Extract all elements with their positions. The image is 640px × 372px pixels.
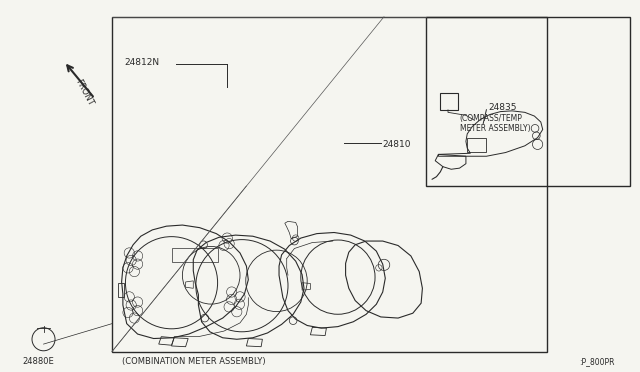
Text: 24835: 24835 [488, 103, 517, 112]
Bar [112, 17, 547, 352]
Text: 24880E: 24880E [22, 357, 54, 366]
Text: (COMPASS/TEMP: (COMPASS/TEMP [460, 114, 522, 123]
Text: (COMBINATION METER ASSEMBLY): (COMBINATION METER ASSEMBLY) [122, 357, 265, 366]
Text: :P_800PR: :P_800PR [579, 357, 614, 366]
Text: 24812N: 24812N [125, 58, 160, 67]
Bar [426, 17, 630, 186]
Text: FRONT: FRONT [74, 77, 95, 107]
Text: 24810: 24810 [383, 140, 412, 149]
Text: METER ASSEMBLY): METER ASSEMBLY) [460, 124, 530, 133]
